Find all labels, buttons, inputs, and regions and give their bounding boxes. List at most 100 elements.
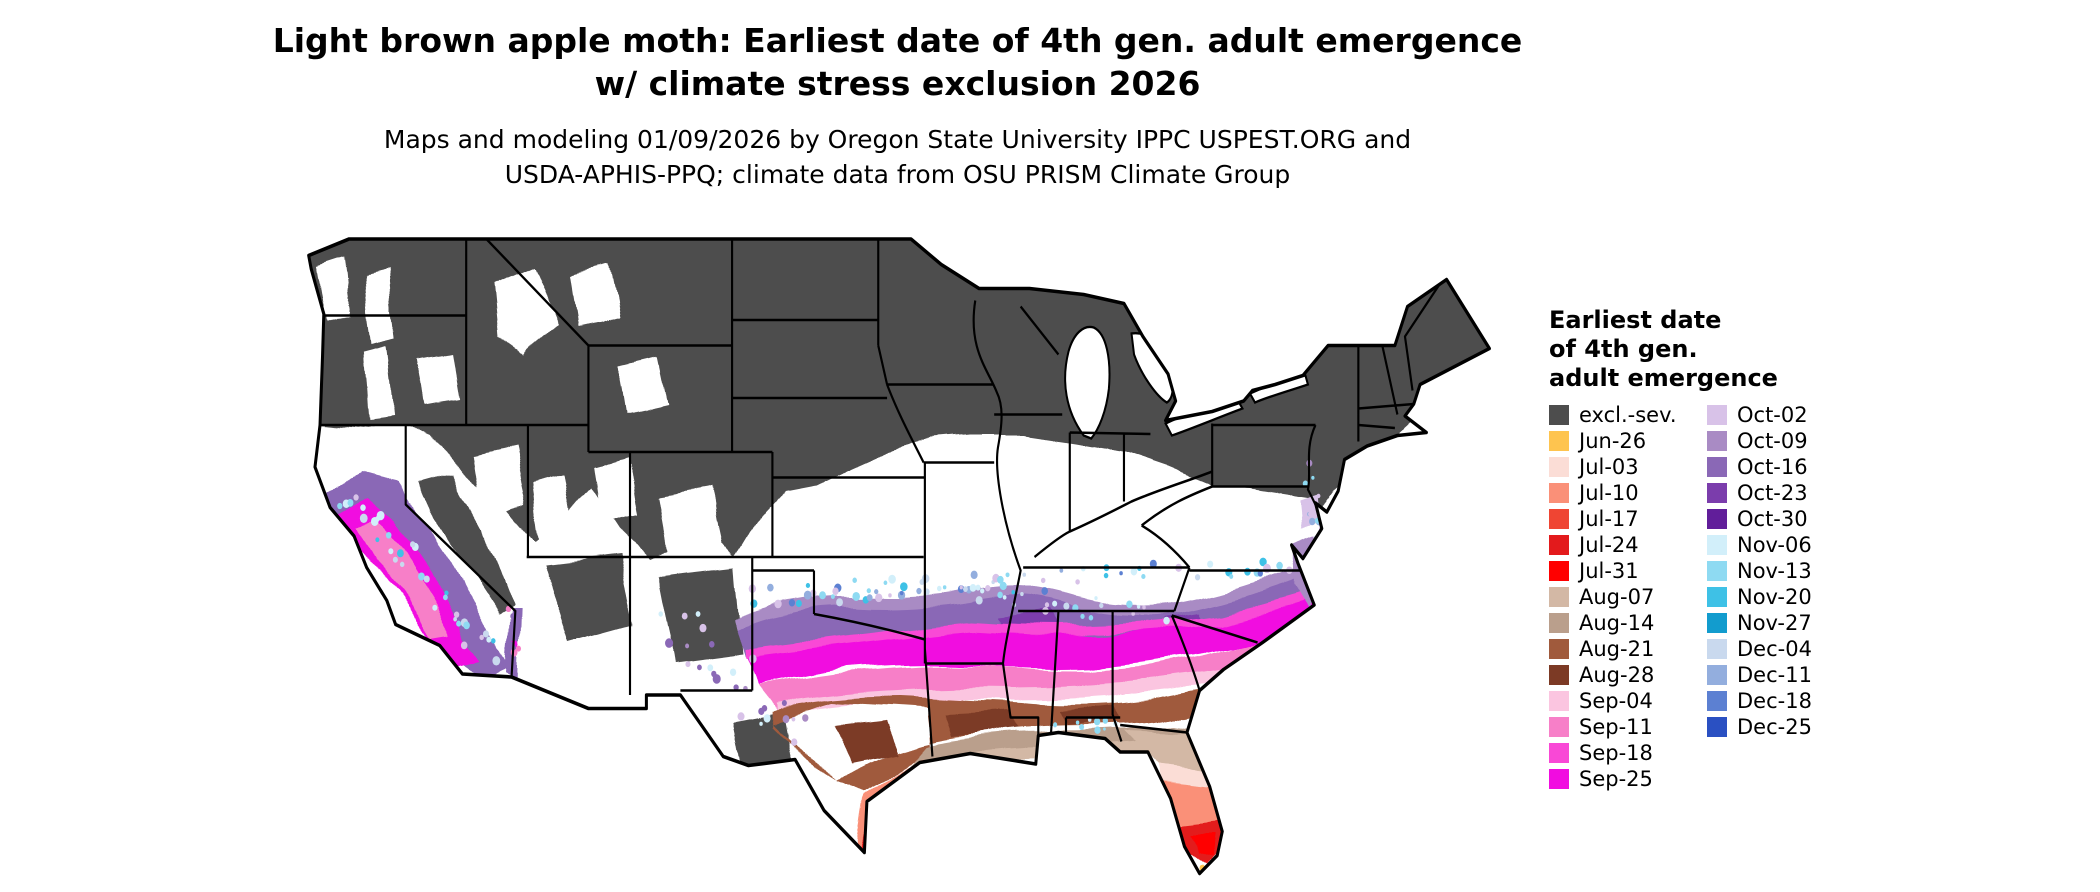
- legend-row: Oct-23: [1707, 481, 1812, 505]
- speckle-dot: [665, 638, 674, 648]
- speckle-dot: [486, 636, 492, 643]
- speckle-dot: [423, 575, 430, 583]
- speckle-dot: [899, 591, 904, 596]
- speckle-dot: [761, 705, 768, 712]
- speckle-dot: [782, 715, 790, 724]
- speckle-dot: [491, 638, 496, 644]
- speckle-dot: [515, 645, 522, 652]
- legend-swatch: [1549, 769, 1569, 789]
- speckle-dot: [888, 593, 892, 598]
- speckle-dot: [399, 561, 405, 568]
- speckle-dot: [1080, 613, 1085, 619]
- speckle-dot: [791, 738, 798, 746]
- speckle-dot: [453, 611, 460, 618]
- speckle-dot: [1103, 727, 1106, 731]
- speckle-dot: [1099, 603, 1104, 609]
- legend-label: Jul-31: [1579, 559, 1639, 583]
- speckle-dot: [456, 620, 462, 627]
- legend-label: Oct-30: [1737, 507, 1808, 531]
- speckle-dot: [866, 588, 871, 594]
- speckle-dot: [737, 712, 745, 721]
- region-excluded-nm: [657, 564, 744, 664]
- speckle-dot: [883, 580, 888, 586]
- legend-label: Oct-23: [1737, 481, 1808, 505]
- speckle-dot: [505, 605, 512, 613]
- speckle-dot: [1005, 572, 1010, 578]
- legend-column-primary: excl.-sev. Jun-26 Jul-03 Jul-10 Jul-17 Jul-24…: [1549, 405, 1707, 790]
- subtitle-line-1: Maps and modeling 01/09/2026 by Oregon S…: [383, 124, 1412, 154]
- speckle-dot: [375, 537, 380, 543]
- speckle-dot: [697, 664, 702, 671]
- speckle-dot: [1040, 577, 1046, 584]
- speckle-dot: [997, 575, 1004, 584]
- speckle-dot: [699, 623, 707, 633]
- speckle-dot: [1059, 568, 1064, 573]
- speckle-dot: [875, 593, 883, 603]
- legend-row: Aug-07: [1549, 587, 1707, 608]
- legend-swatch: [1707, 665, 1727, 685]
- page-title: Light brown apple moth: Earliest date of…: [0, 20, 1795, 106]
- legend-row: Oct-09: [1707, 431, 1812, 452]
- legend-row: Dec-25: [1707, 717, 1812, 738]
- legend-swatch: [1549, 483, 1569, 503]
- speckle-dot: [1163, 616, 1170, 625]
- legend-swatch: [1707, 535, 1727, 555]
- speckle-dot: [418, 572, 425, 581]
- legend-swatch: [1707, 483, 1727, 503]
- speckle-dot: [347, 500, 353, 506]
- legend-row: Nov-06: [1707, 535, 1812, 556]
- legend-label: Jul-17: [1579, 507, 1639, 531]
- speckle-dot: [1093, 717, 1101, 726]
- speckle-dot: [1002, 595, 1007, 600]
- speckle-dot: [836, 598, 843, 607]
- map-clipped-content: [308, 239, 1490, 874]
- legend-row: Nov-13: [1707, 561, 1812, 582]
- speckle-dot: [479, 634, 484, 641]
- legend-row: Nov-27: [1707, 613, 1812, 634]
- legend-row: excl.-sev.: [1549, 405, 1707, 426]
- legend-swatch: [1707, 561, 1727, 581]
- legend-swatch: [1707, 405, 1727, 425]
- speckle-dot: [1149, 559, 1157, 569]
- speckle-dot: [1063, 602, 1070, 610]
- subtitle: Maps and modeling 01/09/2026 by Oregon S…: [0, 122, 1795, 192]
- speckle-dot: [781, 699, 787, 706]
- speckle-dot: [1309, 517, 1316, 526]
- legend-swatch: [1549, 717, 1569, 737]
- speckle-dot: [392, 556, 398, 563]
- legend-title: Earliest date of 4th gen. adult emergenc…: [1549, 306, 2089, 393]
- legend-swatch: [1707, 717, 1727, 737]
- speckle-dot: [1041, 587, 1048, 595]
- legend-label: Jul-03: [1579, 455, 1639, 479]
- speckle-dot: [1319, 541, 1325, 548]
- speckle-dot: [997, 591, 1003, 599]
- legend-row: Jul-31: [1549, 559, 1707, 583]
- speckle-dot: [795, 599, 802, 608]
- speckle-dot: [658, 611, 664, 617]
- speckle-dot: [1308, 511, 1313, 517]
- legend-title-line-1: Earliest date: [1549, 306, 1722, 334]
- legend-label: Oct-16: [1737, 455, 1808, 479]
- speckle-dot: [375, 516, 380, 522]
- legend-label: Jul-24: [1579, 533, 1639, 557]
- state-borders: [320, 239, 1444, 757]
- speckle-dot: [443, 594, 448, 601]
- legend-swatch: [1707, 587, 1727, 607]
- region-excluded-az-highlands: [544, 555, 636, 643]
- speckle-dot: [1142, 605, 1146, 610]
- legend-row: Nov-20: [1707, 587, 1812, 608]
- speckle-dot: [985, 585, 991, 592]
- legend-row: Jun-26: [1549, 431, 1707, 452]
- speckle-dot: [1088, 615, 1094, 621]
- region-mountain-white-patches: [314, 255, 724, 556]
- legend-row: Jul-03: [1549, 455, 1707, 479]
- speckle-dot: [1311, 475, 1315, 480]
- speckle-dot: [774, 599, 782, 609]
- speckle-dot: [444, 590, 449, 596]
- legend-label: Sep-04: [1579, 689, 1653, 713]
- us-map: [286, 224, 1502, 884]
- legend-swatch: [1549, 613, 1569, 633]
- speckle-dot: [1126, 600, 1133, 608]
- speckle-dot: [919, 579, 925, 586]
